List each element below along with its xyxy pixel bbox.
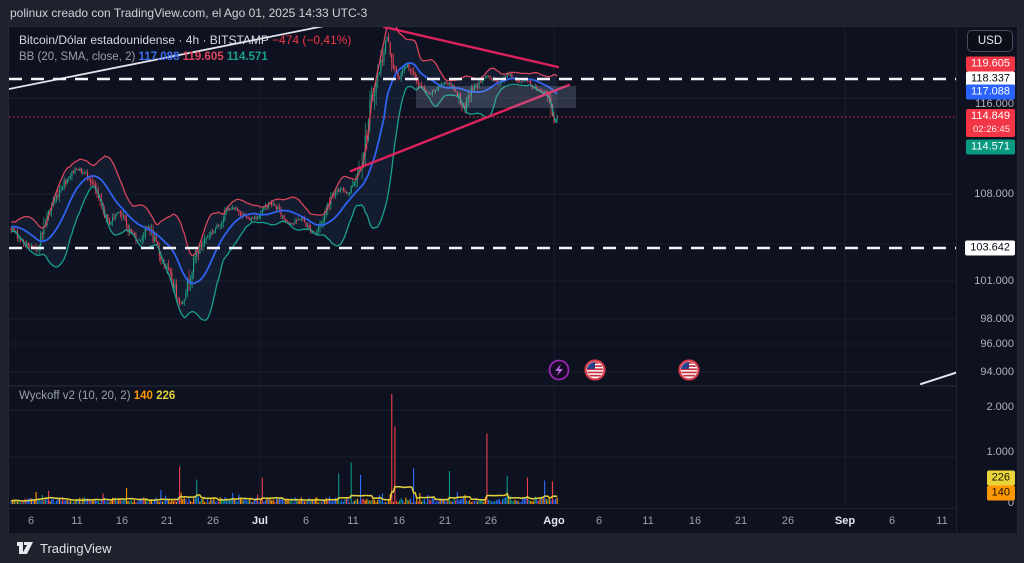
time-tick: 11 [347, 515, 359, 527]
bb-upper-label: 119.605 [966, 56, 1015, 72]
countdown-timer: 02:26:45 [973, 124, 1010, 135]
wyckoff-ma-value: 226 [156, 390, 176, 402]
time-tick: 11 [71, 515, 83, 527]
chart-canvas[interactable] [9, 27, 956, 508]
time-tick: 21 [438, 515, 452, 527]
alert-level-label-2: 103.642 [965, 240, 1015, 256]
us-flag-icon[interactable] [584, 359, 606, 381]
bb-lower-line [10, 83, 558, 321]
time-axis[interactable]: 6 11 16 21 26 Jul 6 11 16 21 26 Ago 6 11 16 21 26 Sep 6 11 [9, 508, 956, 535]
volume-bar-label: 140 [986, 485, 1015, 501]
triangle-descending [382, 27, 560, 69]
time-tick: Sep [834, 515, 856, 527]
last-price-label: 114.849 02:26:45 [966, 109, 1015, 137]
volume-ma-line [10, 485, 558, 502]
triangle-ascending [349, 83, 571, 173]
time-tick: 16 [688, 515, 702, 527]
time-tick: 26 [206, 515, 220, 527]
volume-ma-label: 226 [986, 470, 1015, 486]
price-tick: 98.000 [980, 313, 1014, 325]
time-tick: 21 [160, 515, 174, 527]
time-tick: 21 [734, 515, 748, 527]
wyckoff-legend[interactable]: Wyckoff v2 (10, 20, 2) 140 226 [19, 390, 175, 402]
bb-legend-row[interactable]: BB (20, SMA, close, 2) 117.088 119.605 1… [19, 49, 351, 65]
tradingview-brand[interactable]: TradingView [40, 540, 112, 556]
price-tick: 0 [1007, 497, 1014, 509]
bb-lower-label: 114.571 [966, 139, 1015, 155]
tradingview-logo-icon[interactable] [16, 541, 34, 556]
time-tick: 6 [302, 515, 310, 527]
bb-lower-value: 114.571 [226, 51, 268, 63]
wyckoff-bar-value: 140 [133, 390, 153, 402]
price-tick: 2.000 [986, 401, 1014, 413]
chart-frame: Bitcoin/Dólar estadounidense · 4h · BITS… [8, 26, 1018, 535]
time-tick: Ago [543, 515, 565, 527]
price-tick: 108.000 [974, 188, 1014, 200]
symbol-title[interactable]: Bitcoin/Dólar estadounidense · 4h · BITS… [19, 33, 269, 47]
bb-basis-line [10, 62, 558, 285]
bb-basis-label: 117.088 [966, 84, 1015, 100]
time-tick: 6 [27, 515, 35, 527]
time-tick: 11 [642, 515, 654, 527]
selection-highlight-box [416, 86, 576, 108]
time-tick: 26 [484, 515, 498, 527]
time-tick: 6 [888, 515, 896, 527]
us-flag-icon[interactable] [678, 359, 700, 381]
time-tick: 6 [595, 515, 603, 527]
price-scale[interactable]: USD 116.000 108.000 101.000 98.000 96.000 94.… [956, 27, 1018, 534]
time-tick: 16 [392, 515, 406, 527]
lower-white-trendline [920, 371, 956, 385]
crypto-lightning-icon[interactable] [548, 359, 570, 381]
price-tick: 1.000 [986, 446, 1014, 458]
wyckoff-label[interactable]: Wyckoff v2 (10, 20, 2) [19, 390, 131, 402]
price-tick: 101.000 [974, 275, 1014, 287]
bb-basis-value: 117.088 [138, 51, 180, 63]
long-white-trendline [9, 27, 324, 90]
price-tick: 94.000 [980, 366, 1014, 378]
symbol-change: −474 (−0,41%) [272, 33, 352, 47]
currency-toggle-button[interactable]: USD [967, 30, 1013, 52]
bb-upper-value: 119.605 [182, 51, 224, 63]
chart-legend: Bitcoin/Dólar estadounidense · 4h · BITS… [19, 32, 351, 65]
bb-label[interactable]: BB (20, SMA, close, 2) [19, 51, 136, 63]
price-tick: 96.000 [980, 338, 1014, 350]
footer-bar: TradingView [0, 533, 1024, 563]
volume-bars [10, 394, 558, 504]
bb-fill [11, 27, 558, 321]
price-tick: 116.000 [975, 98, 1014, 110]
time-tick: 11 [936, 515, 948, 527]
snapshot-attribution: polinux creado con TradingView.com, el A… [0, 0, 1024, 26]
time-tick: Jul [252, 515, 268, 527]
bb-upper-line [10, 27, 558, 257]
symbol-title-row[interactable]: Bitcoin/Dólar estadounidense · 4h · BITS… [19, 32, 351, 48]
time-tick: 16 [115, 515, 129, 527]
alert-level-label: 118.337 [966, 71, 1015, 87]
time-tick: 26 [781, 515, 795, 527]
